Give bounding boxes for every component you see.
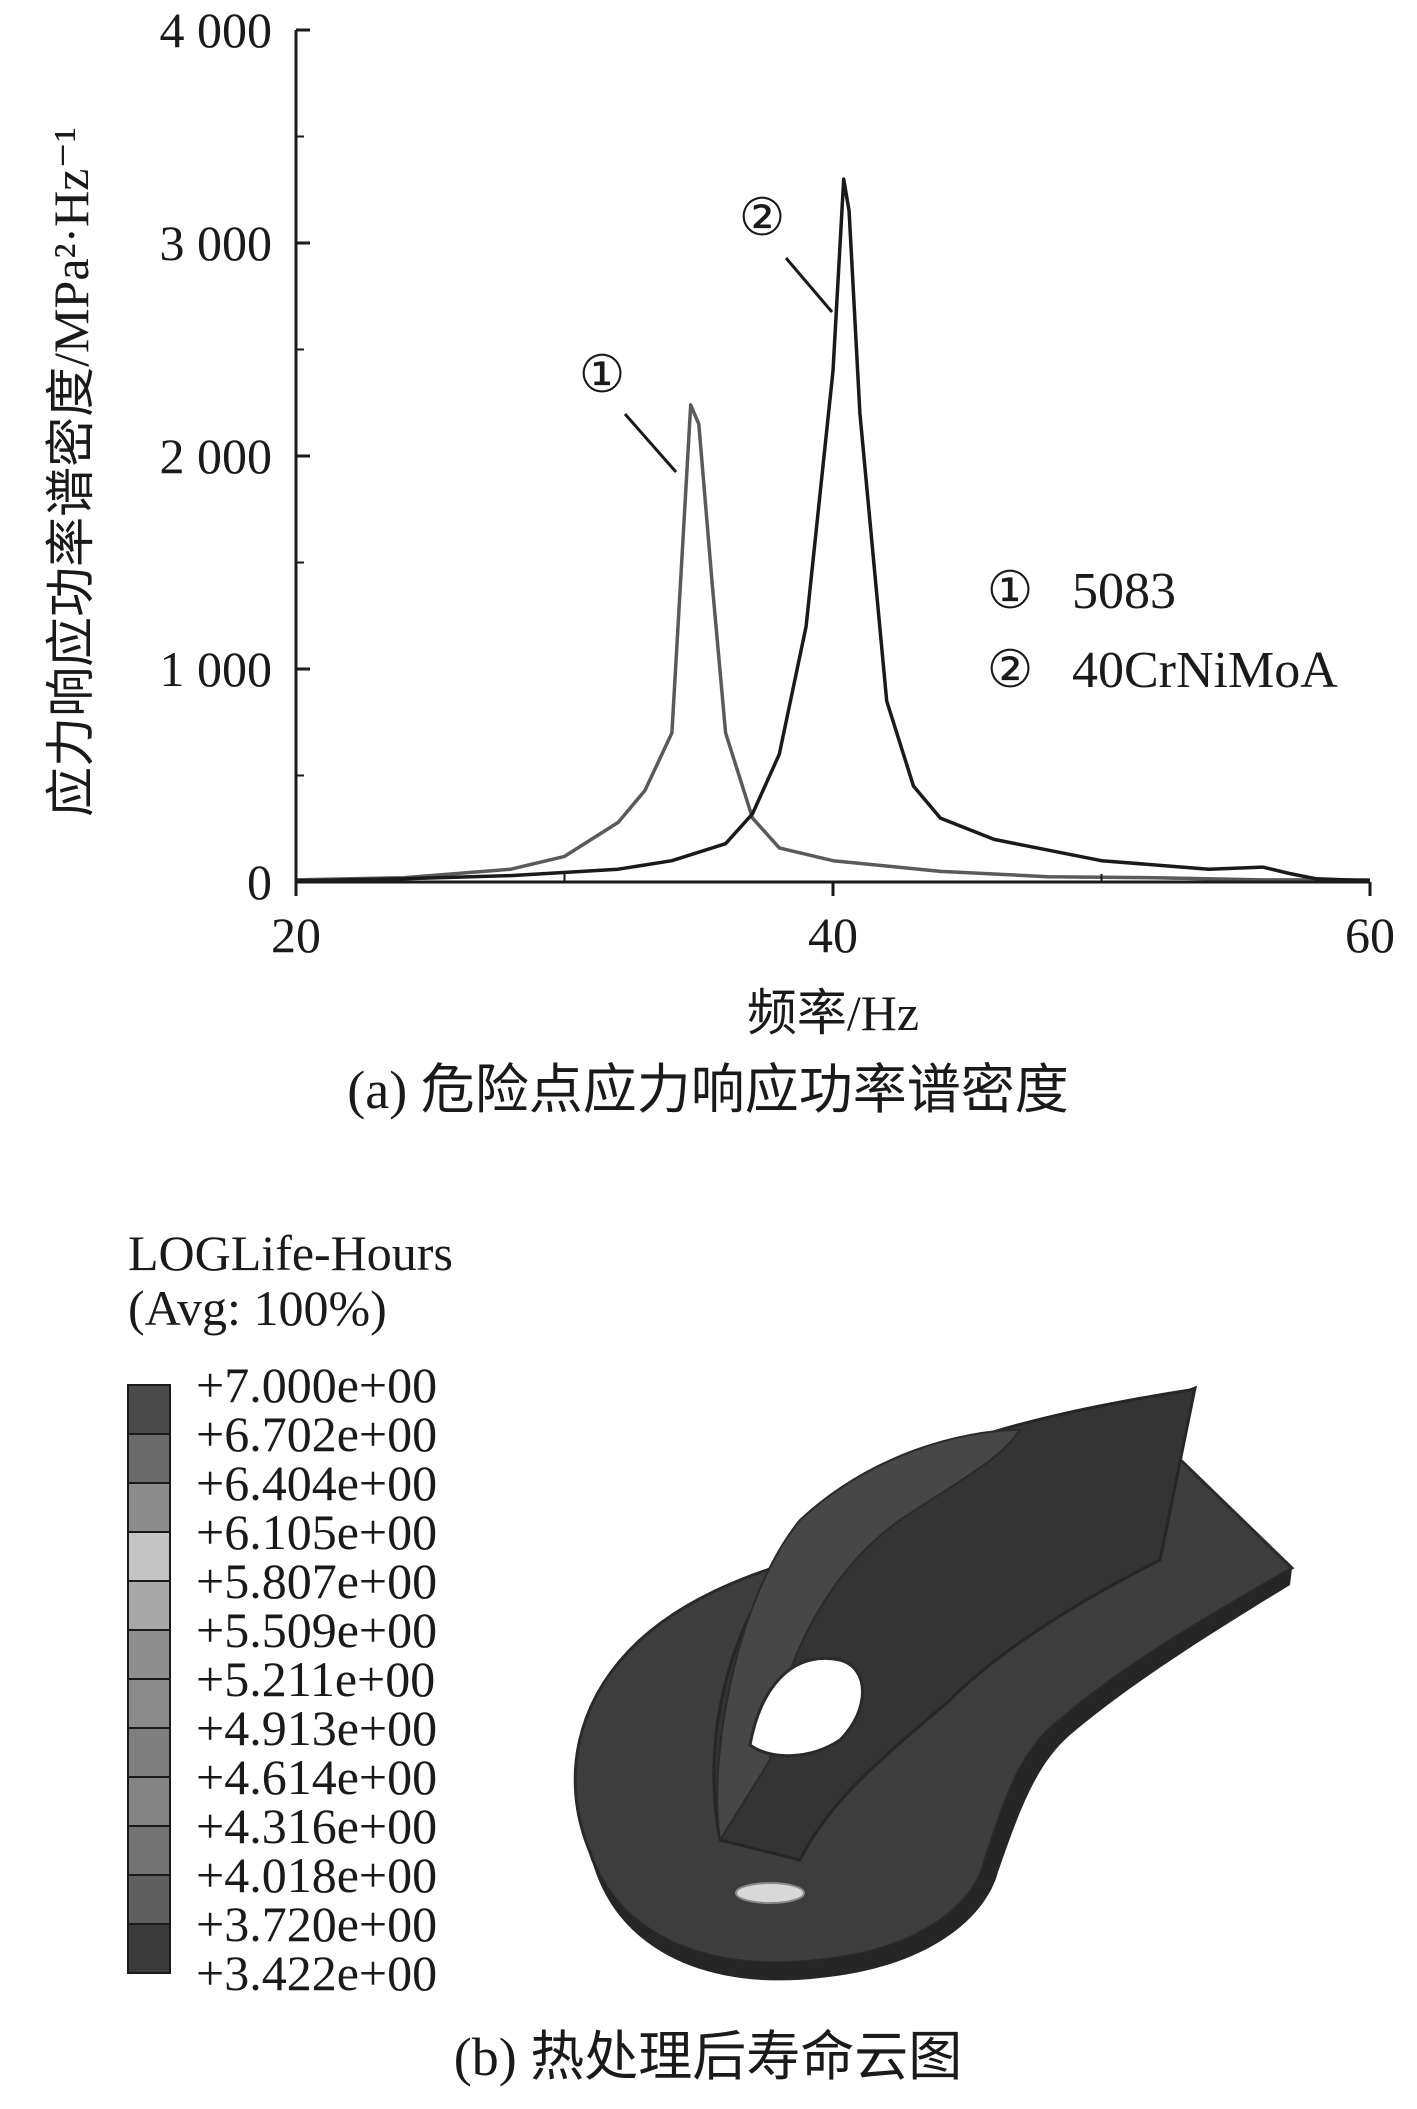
annotation-series-1: ① — [579, 347, 626, 404]
colorbar-band — [127, 1629, 171, 1680]
colorbar-label: +3.422e+00 — [196, 1945, 437, 2001]
colorbar-label: +6.702e+00 — [196, 1406, 437, 1462]
colorbar-label: +4.913e+00 — [196, 1700, 437, 1756]
colorbar-label: +4.018e+00 — [196, 1847, 437, 1903]
colorbar-band — [127, 1923, 171, 1974]
colorbar-band — [127, 1580, 171, 1631]
colorbar-label: +4.614e+00 — [196, 1749, 437, 1805]
bracket-base-edge — [590, 1568, 1292, 1981]
x-axis-title: 频率/Hz — [747, 985, 919, 1041]
y-tick-label: 0 — [247, 854, 272, 910]
colorbar-label: +7.000e+00 — [196, 1357, 437, 1413]
contour-title: LOGLife-Hours — [128, 1225, 453, 1281]
legend-label-2: 40CrNiMoA — [1072, 642, 1338, 699]
y-ticks: 0 1 000 2 000 3 000 4 000 — [160, 2, 310, 910]
legend-marker-1: ① — [987, 563, 1034, 620]
x-tick-label: 20 — [271, 907, 321, 963]
colorbar-label: +5.509e+00 — [196, 1602, 437, 1658]
annotation-leader-2 — [784, 257, 834, 313]
colorbar-label: +4.316e+00 — [196, 1798, 437, 1854]
colorbar-band — [127, 1825, 171, 1876]
series-line-1 — [295, 403, 1370, 882]
colorbar-label: +5.807e+00 — [196, 1553, 437, 1609]
bracket-cutout-hole — [748, 1657, 864, 1758]
bracket-fin-face — [716, 1428, 1022, 1843]
plot-area — [295, 177, 1371, 883]
x-tick-label: 60 — [1345, 907, 1395, 963]
y-tick-label: 4 000 — [160, 2, 273, 58]
x-ticks: 20 40 60 — [271, 874, 1395, 963]
legend: ① 5083 ② 40CrNiMoA — [987, 563, 1339, 699]
colorbar-band — [127, 1678, 171, 1729]
colorbar-label: +5.211e+00 — [196, 1651, 435, 1707]
legend-label-1: 5083 — [1072, 563, 1176, 620]
y-axis-title: 应力响应功率谱密度/MPa²·Hz⁻¹ — [43, 127, 99, 817]
colorbar-band — [127, 1433, 171, 1484]
colorbar-label: +3.720e+00 — [196, 1896, 437, 1952]
y-tick-label: 1 000 — [160, 641, 273, 697]
bracket-critical-spot — [735, 1882, 805, 1904]
psd-chart: 0 1 000 2 000 3 000 4 000 20 40 60 应力响应功率谱密度/M… — [43, 2, 1395, 1120]
colorbar-band — [127, 1874, 171, 1925]
life-contour-panel: LOGLife-Hours (Avg: 100%) +7.000e+00+6.7… — [127, 1225, 1295, 2087]
annotation-series-2: ② — [739, 190, 786, 247]
annotation-leader-1 — [623, 413, 678, 473]
colorbar-band — [127, 1727, 171, 1778]
colorbar-label: +6.404e+00 — [196, 1455, 437, 1511]
contour-subtitle: (Avg: 100%) — [128, 1280, 387, 1336]
x-tick-label: 40 — [808, 907, 858, 963]
colorbar-band — [127, 1776, 171, 1827]
caption-b: (b) 热处理后寿命云图 — [454, 2027, 962, 2087]
colorbar-band — [127, 1384, 171, 1435]
legend-marker-2: ② — [987, 642, 1034, 699]
y-tick-label: 3 000 — [160, 215, 273, 271]
bracket-model-image — [573, 1385, 1295, 1981]
colorbar-band — [127, 1531, 171, 1582]
colorbar-band — [127, 1482, 171, 1533]
colorbar: +7.000e+00+6.702e+00+6.404e+00+6.105e+00… — [127, 1357, 437, 2001]
y-tick-label: 2 000 — [160, 428, 273, 484]
caption-a: (a) 危险点应力响应功率谱密度 — [347, 1060, 1068, 1120]
colorbar-label: +6.105e+00 — [196, 1504, 437, 1560]
series-line-2 — [295, 177, 1371, 883]
